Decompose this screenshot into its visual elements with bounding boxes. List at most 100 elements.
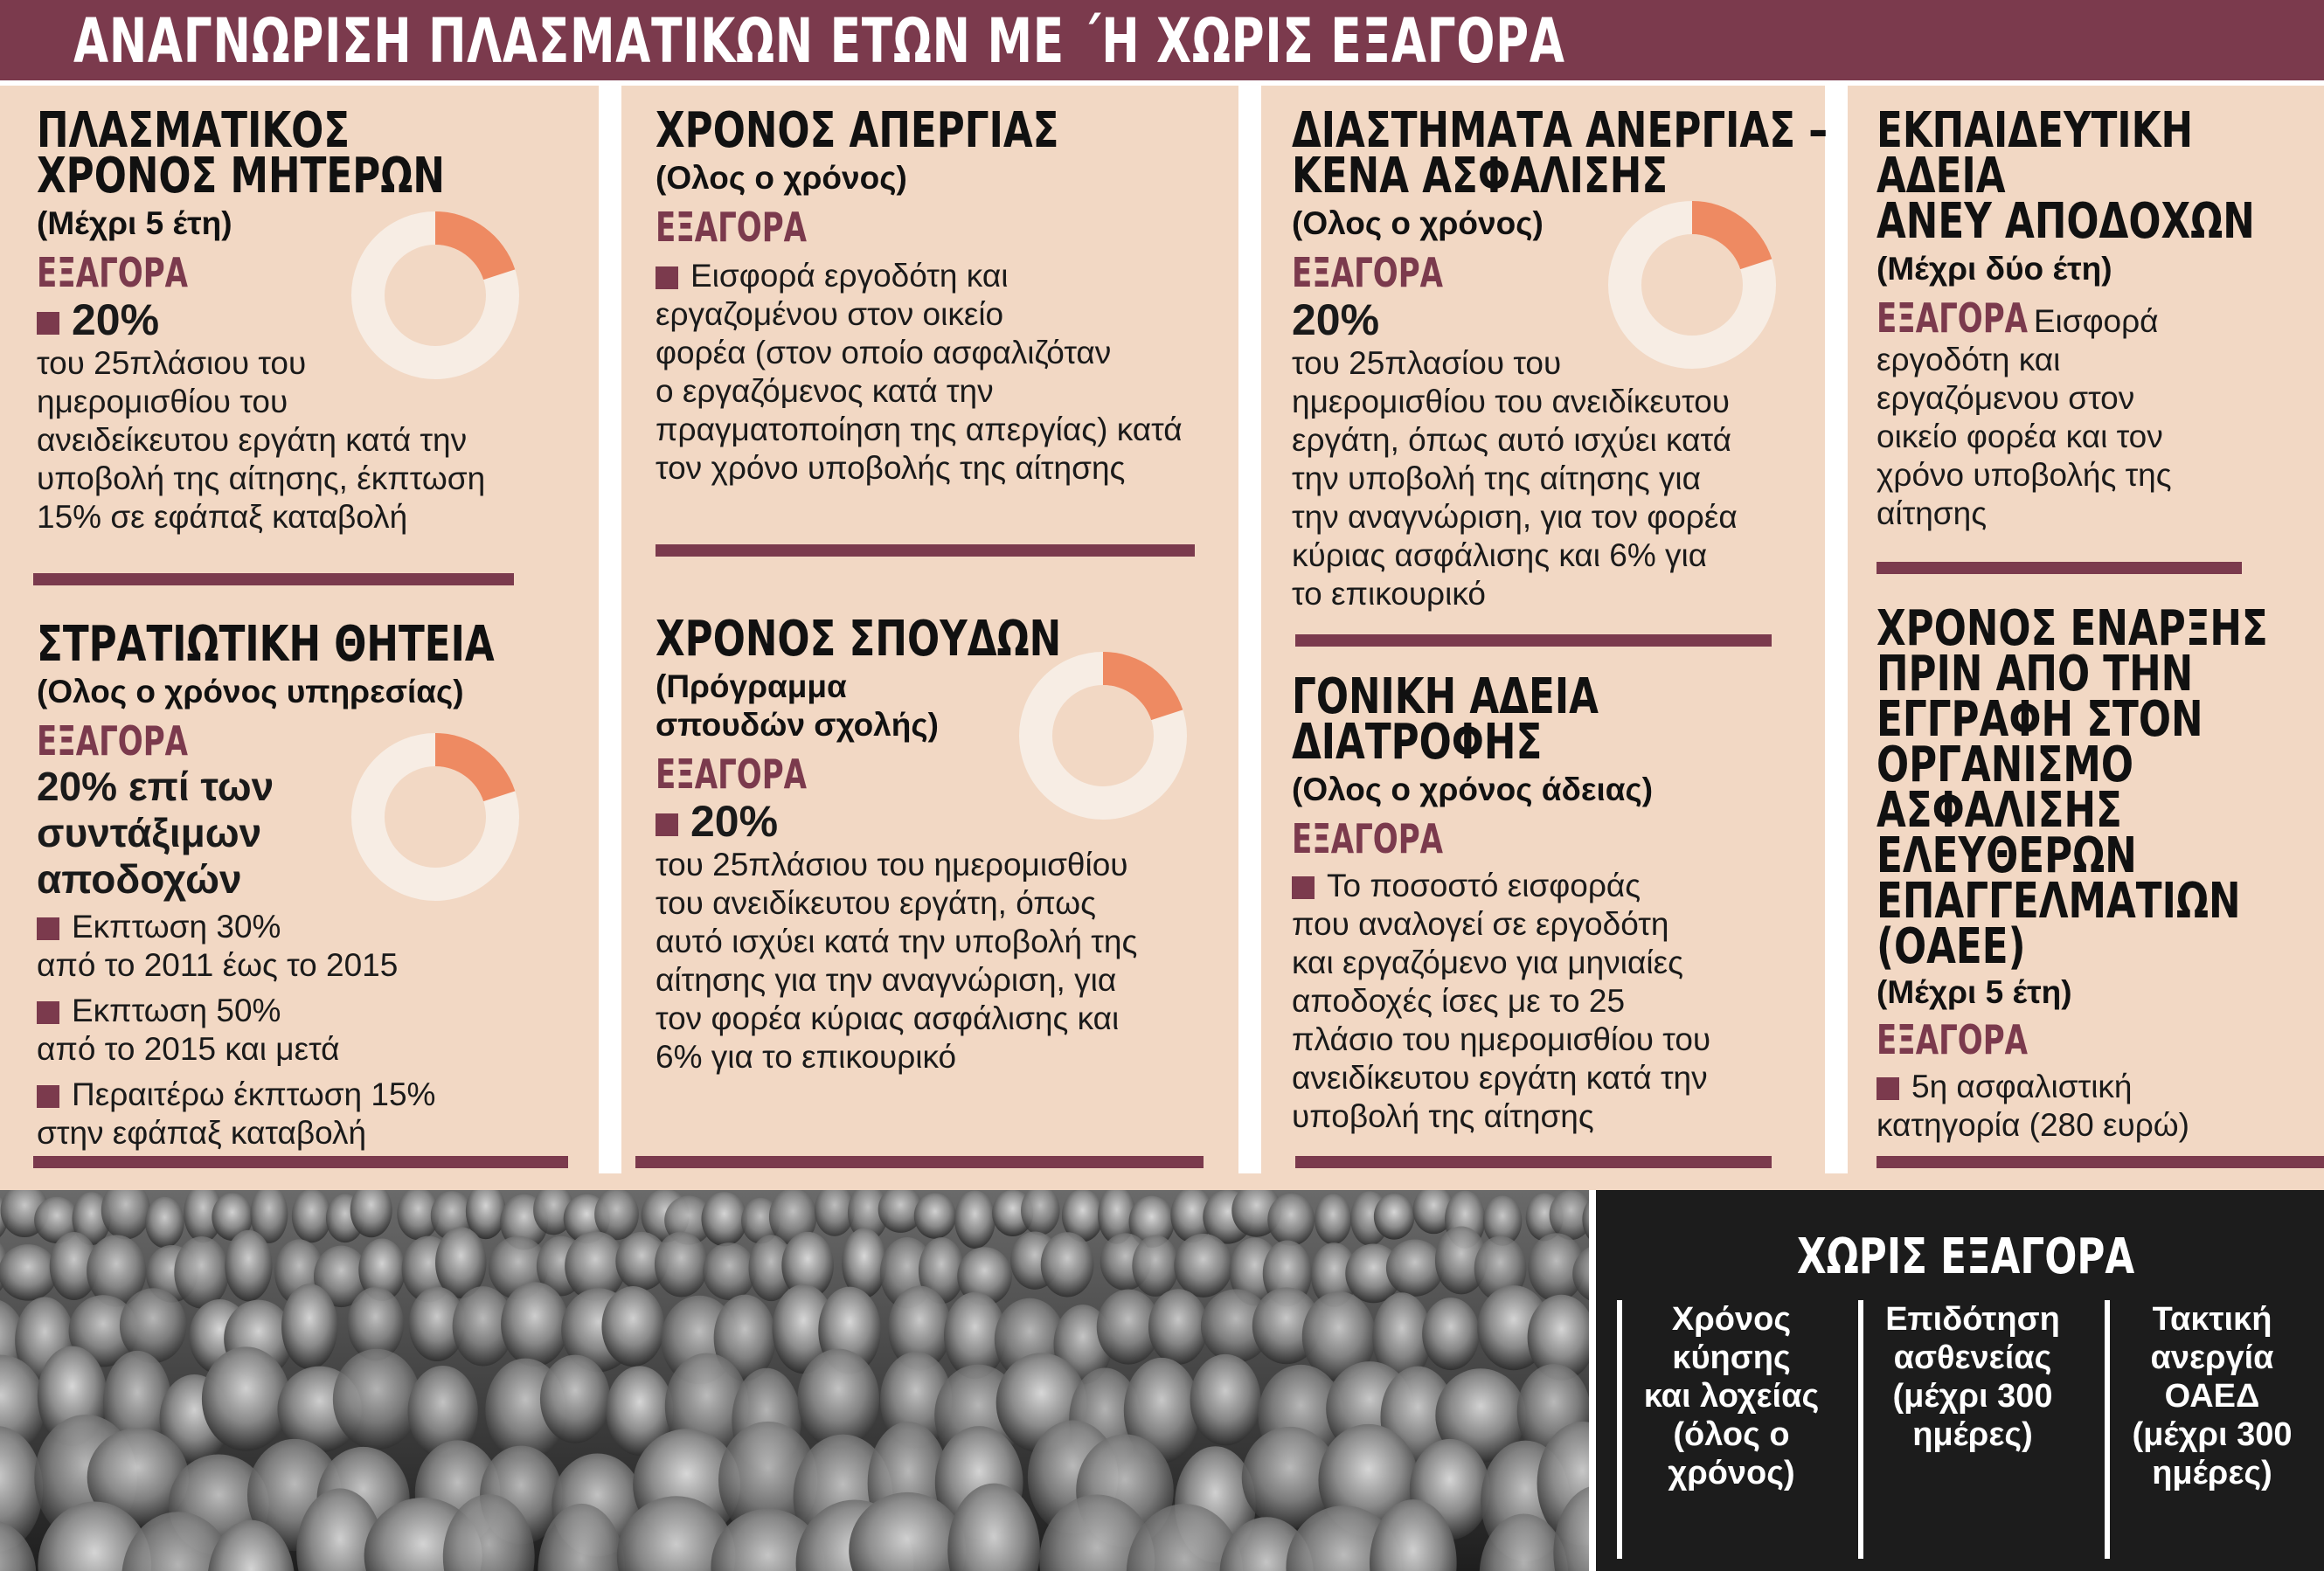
education-text-4: χρόνο υποβολής της [1877,457,2172,493]
studies-text-1: του 25πλάσιου του ημερομισθίου [656,847,1128,882]
oaee-text-2: κατηγορία (280 ευρώ) [1877,1107,2189,1143]
no-buyout-col1-line-2: κύησης [1672,1339,1791,1376]
parental-text-4: αποδοχές ίσες με το 25 [1292,983,1626,1019]
unemployment-title-line-2: ΚΕΝΑ ΑΣΦΑΛΙΣΗΣ [1292,148,1668,204]
studies-subtitle-line-1: (Πρόγραμμα [656,668,847,704]
strike-text-3: φορέα (στον οποίο ασφαλιζόταν [656,335,1112,370]
bullet-square-icon [1877,1077,1899,1101]
military-block: ΣΤΡΑΤΙΩΤΙΚΗ ΘΗΤΕΙΑ (Ολος ο χρόνος υπηρεσ… [37,616,623,1152]
divider-rule [33,1156,568,1168]
unemployment-text-3: εργάτη, όπως αυτό ισχύει κατά [1292,422,1731,458]
unemployment-text-2: ημερομισθίου του ανειδίκευτου [1292,384,1731,419]
education-buyout-line: ΕΞΑΓΟΡΑ Εισφορά [1877,295,2324,341]
military-subtitle: (Ολος ο χρόνος υπηρεσίας) [37,674,464,709]
mothers-text-4: υποβολή της αίτησης, έκπτωση [37,460,486,496]
studies-text-3: αυτό ισχύει κατά την υποβολή της [656,924,1138,959]
column-3 [1261,86,1825,1173]
studies-donut-chart [1019,652,1187,820]
column-separator [1238,86,1261,1173]
parental-text-3: και εργαζόμενο για μηνιαίες [1292,945,1683,980]
no-buyout-column-1: Χρόνος κύησης και λοχείας (όλος ο χρόνος… [1617,1300,1841,1559]
military-title: ΣΤΡΑΤΙΩΤΙΚΗ ΘΗΤΕΙΑ [37,616,495,673]
mothers-block: ΠΛΑΣΜΑΤΙΚΟΣ ΧΡΟΝΟΣ ΜΗΤΕΡΩΝ (Μέχρι 5 έτη)… [37,102,560,536]
unemployment-text-6: κύριας ασφάλισης και 6% για [1292,537,1708,573]
studies-title: ΧΡΟΝΟΣ ΣΠΟΥΔΩΝ [656,611,1062,668]
bullet-square-icon [656,813,678,836]
header-banner: ΑΝΑΓΝΩΡΙΣΗ ΠΛΑΣΜΑΤΙΚΩΝ ΕΤΩΝ ΜΕ ΄Η ΧΩΡΙΣ … [0,0,2324,86]
oaee-title-line-3: ΕΓΓΡΑΦΗ ΣΤΟΝ [1877,691,2203,748]
bullet-square-icon [37,311,59,335]
mothers-title-line-1: ΠΛΑΣΜΑΤΙΚΟΣ [37,102,350,159]
studies-text-5: τον φορέα κύριας ασφάλισης και [656,1000,1120,1036]
studies-text-2: του ανειδίκευτου εργάτη, όπως [656,885,1096,921]
no-buyout-col3-line-2: ανεργία [2150,1339,2274,1376]
unemployment-text-1: του 25πλασίου του [1292,345,1562,381]
oaee-text-1: 5η ασφαλιστική [1877,1068,2324,1106]
column-separator [599,86,621,1173]
no-buyout-col3-line-4: (μέχρι 300 [2132,1416,2293,1453]
bullet-square-icon [1292,876,1315,900]
donut-segment [1692,201,1772,270]
mothers-text-1: του 25πλάσιου του [37,345,307,381]
unemployment-donut-chart [1608,201,1776,369]
mothers-text-5: 15% σε εφάπαξ καταβολή [37,499,408,535]
strike-buyout-label: ΕΞΑΓΟΡΑ [656,204,808,251]
no-buyout-panel: ΧΩΡΙΣ ΕΞΑΓΟΡΑ Χρόνος κύησης και λοχείας … [1589,1190,2324,1571]
no-buyout-col3-line-3: ΟΑΕΔ [2164,1378,2260,1415]
unemployment-subtitle: (Ολος ο χρόνος) [1292,205,1544,241]
studies-text-6: 6% για το επικουρικό [656,1039,957,1075]
studies-block: ΧΡΟΝΟΣ ΣΠΟΥΔΩΝ (Πρόγραμμα σπουδών σχολής… [656,611,1176,1076]
no-buyout-col1-line-5: χρόνος) [1668,1455,1795,1491]
column-2 [621,86,1238,1173]
military-percent-line-2: συντάξιμων [37,810,262,855]
no-buyout-col2-line-2: ασθενείας [1893,1339,2052,1376]
strike-title: ΧΡΟΝΟΣ ΑΠΕΡΓΙΑΣ [656,102,1059,159]
divider-rule [656,544,1195,557]
bullet-square-icon [656,266,678,290]
oaee-title-line-5: ΑΣΦΑΛΙΣΗΣ [1877,782,2122,839]
unemployment-title-line-1: ΔΙΑΣΤΗΜΑΤΑ ΑΝΕΡΓΙΑΣ – [1292,102,1828,159]
education-title-line-2: ΑΔΕΙΑ [1877,148,2006,204]
crowd-photo [0,1190,1589,1571]
no-buyout-col1-line-3: και λοχείας [1643,1378,1820,1415]
strike-text-2: εργαζομένου στον οικείο [656,296,1004,332]
oaee-title-line-4: ΟΡΓΑΝΙΣΜΟ [1877,737,2134,793]
education-block: ΕΚΠΑΙΔΕΥΤΙΚΗ ΑΔΕΙΑ ΑΝΕΥ ΑΠΟΔΟΧΩΝ (Μέχρι … [1877,107,2324,533]
parental-subtitle: (Ολος ο χρόνος άδειας) [1292,772,1654,807]
education-text-5: αίτησης [1877,495,1988,531]
no-buyout-col1-line-4: (όλος ο [1673,1416,1790,1453]
military-item-2: Εκπτωση 50% [37,992,623,1030]
divider-rule [1877,1156,2324,1168]
mothers-title-line-2: ΧΡΟΝΟΣ ΜΗΤΕΡΩΝ [37,148,445,204]
oaee-title-line-7: ΕΠΑΓΓΕΛΜΑΤΙΩΝ [1877,873,2241,930]
oaee-title-line-2: ΠΡΙΝ ΑΠΟ ΤΗΝ [1877,646,2194,702]
education-title-line-3: ΑΝΕΥ ΑΠΟΔΟΧΩΝ [1877,193,2255,250]
unemployment-text-7: το επικουρικό [1292,576,1486,612]
donut-segment [1103,652,1183,721]
divider-rule [33,573,514,585]
strike-text-4: ο εργαζόμενος κατά την [656,373,994,409]
education-text-2: εργαζόμενου στον [1877,380,2135,416]
bullet-square-icon [37,917,59,941]
education-text-3: οικείο φορέα και τον [1877,419,2163,454]
oaee-buyout-label: ΕΞΑΓΟΡΑ [1877,1016,2029,1063]
column-separator [1825,86,1848,1173]
parental-block: ΓΟΝΙΚΗ ΑΔΕΙΑ ΔΙΑΤΡΟΦΗΣ (Ολος ο χρόνος άδ… [1292,673,1710,1136]
unemployment-percent: 20% [1292,295,1380,344]
no-buyout-col3-line-5: ημέρες) [2152,1455,2272,1491]
unemployment-text-4: την υποβολή της αίτησης για [1292,460,1702,496]
military-item-1-detail: από το 2011 έως το 2015 [37,947,399,983]
crowd-photo-image [0,1190,1589,1571]
parental-text-6: ανειδίκευτου εργάτη κατά την [1292,1060,1708,1096]
donut-segment [435,733,516,802]
strike-text-6: τον χρόνο υποβολής της αίτησης [656,450,1126,486]
education-subtitle: (Μέχρι δύο έτη) [1877,251,2112,287]
strike-block: ΧΡΟΝΟΣ ΑΠΕΡΓΙΑΣ (Ολος ο χρόνος) ΕΞΑΓΟΡΑ … [656,102,1183,488]
no-buyout-column-2: Επιδότηση ασθενείας (μέχρι 300 ημέρες) [1858,1300,2082,1559]
education-buyout-label: ΕΞΑΓΟΡΑ [1877,294,2029,342]
no-buyout-col3-line-1: Τακτική [2152,1301,2272,1338]
oaee-title-line-6: ΕΛΕΥΘΕΡΩΝ [1877,827,2137,884]
unemployment-text-5: την αναγνώριση, για τον φορέα [1292,499,1738,535]
military-item-3: Περαιτέρω έκπτωση 15% [37,1076,623,1114]
parental-text-7: υποβολή της αίτησης [1292,1098,1594,1134]
